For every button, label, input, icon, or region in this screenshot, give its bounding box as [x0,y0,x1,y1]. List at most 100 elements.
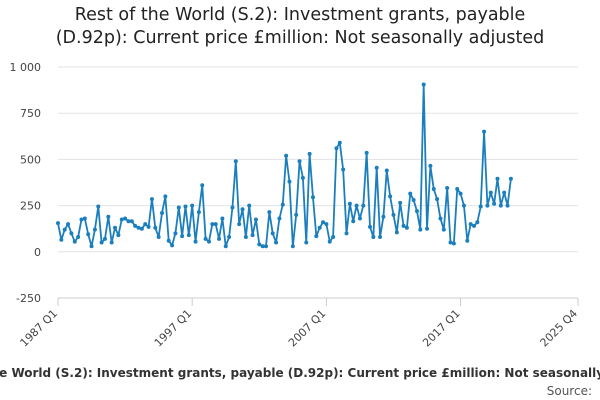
data-point [381,214,386,219]
data-point [488,190,493,195]
data-point [113,225,118,230]
data-point [129,219,134,224]
data-point [227,235,232,240]
data-point [170,243,175,248]
data-point [354,203,359,208]
data-point [149,197,154,202]
data-point [186,233,191,238]
data-point [102,236,107,241]
data-point [334,146,339,151]
data-point [230,205,235,210]
data-point [76,235,81,240]
data-point [394,230,399,235]
data-point [284,153,289,158]
data-point [203,236,208,241]
data-point [401,223,406,228]
y-tick-label: -250 [16,292,41,305]
data-point [495,176,500,181]
data-point [160,210,164,215]
x-tick-label: 2025 Q4 [538,307,581,350]
data-point [505,203,510,208]
chart-title-line-1: Rest of the World (S.2): Investment gran… [74,5,526,25]
data-point [96,204,101,209]
data-point [56,221,60,226]
data-point [492,201,497,206]
data-point [109,240,114,245]
y-tick-label: 750 [20,107,41,120]
data-point [59,237,64,242]
data-point [351,219,356,224]
data-point [274,240,279,245]
data-point [347,201,352,206]
data-point [233,159,238,164]
data-point [260,244,265,249]
data-point [314,234,319,239]
data-point [300,175,305,180]
data-point [223,244,228,249]
data-point [458,191,463,196]
data-point [196,210,201,215]
data-point [297,159,302,164]
data-point [163,194,168,199]
data-point [264,244,268,249]
data-point [451,241,456,246]
data-point [468,222,473,227]
data-point [414,209,419,214]
data-point [99,240,104,245]
data-point [193,239,198,244]
data-point [364,150,369,155]
data-point [153,225,158,230]
data-point [250,233,255,238]
data-point [431,186,436,191]
data-point [321,220,326,225]
data-point [166,238,171,243]
y-tick-label: 250 [20,200,41,213]
series-line [57,83,512,248]
data-point [287,179,292,184]
data-point [361,203,366,208]
data-point [133,223,138,228]
data-point [123,216,128,221]
data-point [213,222,218,227]
data-point [378,235,383,240]
data-point [143,222,148,227]
data-point [173,231,178,236]
data-point [119,217,124,222]
data-point [62,227,67,232]
data-point [398,200,403,205]
footer-caption: Rest of the World (S.2): Investment gran… [0,366,600,380]
data-point [294,212,299,217]
y-tick-label: 1 000 [10,61,42,74]
data-point [421,82,426,87]
chart-title-line-2: (D.92p): Current price £million: Not sea… [55,28,545,48]
data-point [357,216,362,221]
data-point [411,198,416,203]
x-tick-label: 1997 Q1 [152,307,195,350]
data-point [475,220,480,225]
x-tick-label: 1987 Q1 [18,307,61,350]
data-point [317,225,322,230]
data-point [438,216,443,221]
data-point [441,227,446,232]
data-point [368,224,372,229]
data-point [220,216,225,221]
data-point [116,233,121,238]
data-point [253,217,258,222]
data-point [435,197,440,202]
data-point [243,235,248,240]
data-point [89,244,94,249]
data-point [280,202,285,207]
y-tick-label: 500 [20,153,41,166]
data-point [290,244,295,249]
data-point [391,212,396,217]
data-point [190,203,195,208]
data-point [465,238,470,243]
data-point [304,240,309,245]
data-point [327,239,332,244]
data-point [428,163,433,168]
data-point [404,225,409,230]
data-point [180,234,185,239]
data-point [126,219,131,224]
data-point [247,203,252,208]
data-point [106,214,111,219]
